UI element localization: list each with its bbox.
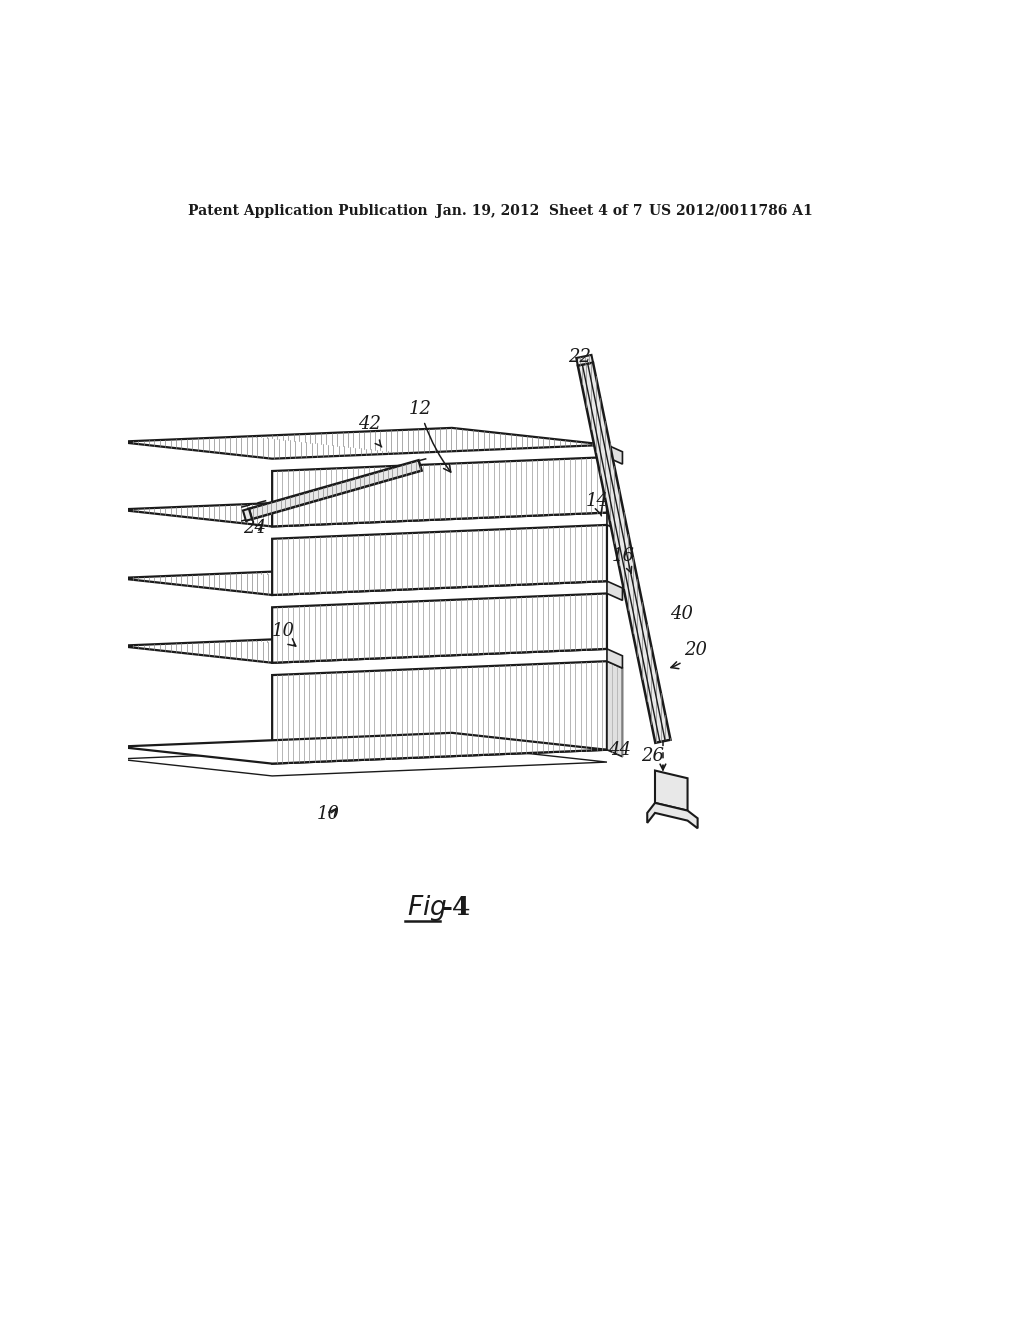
Polygon shape [607, 581, 623, 601]
Polygon shape [117, 428, 607, 459]
Text: 12: 12 [409, 400, 451, 473]
Text: $\it{F}\it{i}\it{g}$: $\it{F}\it{i}\it{g}$ [407, 894, 447, 923]
Text: 40: 40 [671, 605, 693, 623]
Polygon shape [272, 457, 607, 527]
Polygon shape [272, 525, 607, 595]
Text: 26: 26 [641, 747, 664, 766]
Text: US 2012/0011786 A1: US 2012/0011786 A1 [649, 203, 813, 218]
Polygon shape [607, 661, 623, 756]
Text: 10: 10 [317, 805, 340, 824]
Polygon shape [607, 445, 623, 465]
Text: 10: 10 [271, 622, 296, 645]
Text: Patent Application Publication: Patent Application Publication [188, 203, 428, 218]
Text: 44: 44 [608, 741, 632, 759]
Polygon shape [117, 564, 607, 595]
Polygon shape [117, 496, 607, 527]
Text: Jan. 19, 2012  Sheet 4 of 7: Jan. 19, 2012 Sheet 4 of 7 [436, 203, 643, 218]
Text: -4: -4 [442, 895, 471, 920]
Polygon shape [578, 363, 671, 743]
Polygon shape [117, 733, 607, 763]
Text: 24: 24 [243, 519, 265, 537]
Polygon shape [607, 512, 623, 532]
Polygon shape [117, 744, 607, 776]
Polygon shape [607, 649, 623, 668]
Text: 20: 20 [671, 642, 708, 669]
Text: 42: 42 [358, 416, 381, 433]
Polygon shape [249, 461, 422, 519]
Polygon shape [117, 632, 607, 663]
Polygon shape [647, 803, 697, 829]
Text: 14: 14 [586, 492, 608, 516]
Text: 22: 22 [568, 348, 591, 367]
Polygon shape [272, 594, 607, 663]
Polygon shape [243, 508, 252, 521]
Polygon shape [655, 771, 687, 810]
Text: 16: 16 [611, 546, 635, 565]
Polygon shape [272, 661, 607, 763]
Polygon shape [577, 355, 593, 366]
